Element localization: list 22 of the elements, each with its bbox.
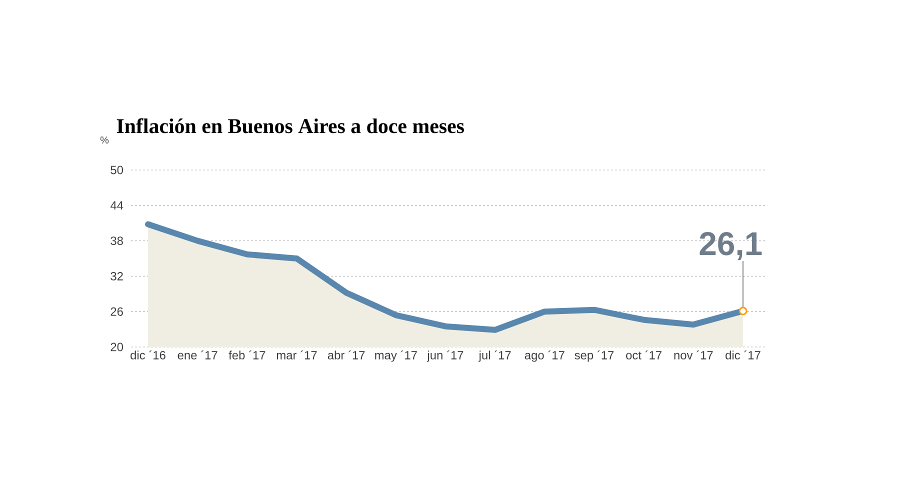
x-tick-label: sep ´17: [574, 350, 614, 362]
chart-title: Inflación en Buenos Aires a doce meses: [116, 118, 464, 134]
y-tick-label: 44: [110, 201, 124, 210]
y-tick-label: 50: [110, 166, 124, 174]
y-tick-label: 38: [110, 236, 123, 246]
x-tick-label: jun ´17: [426, 350, 464, 362]
y-tick-label: 26: [110, 307, 123, 316]
x-tick-label: ene ´17: [178, 350, 218, 360]
x-tick-label: feb ´17: [228, 350, 266, 360]
x-tick-label: oct ´17: [626, 350, 662, 360]
x-tick-label: mar ´17: [276, 350, 317, 360]
annotation: 26,1: [700, 232, 762, 260]
y-axis-title: %: [100, 136, 109, 144]
y-tick-label: 20: [110, 342, 124, 352]
x-tick-label: dic ´17: [726, 350, 760, 360]
x-tick-label: abr ´17: [328, 350, 365, 360]
x-tick-label: nov ´17: [674, 350, 713, 360]
y-tick-label: 32: [110, 272, 123, 280]
x-tick-label: ago ´17: [524, 350, 564, 362]
x-tick-label: jul ´17: [478, 350, 511, 362]
x-tick-label: may ´17: [375, 350, 417, 362]
x-tick-label: dic ´16: [130, 350, 166, 360]
